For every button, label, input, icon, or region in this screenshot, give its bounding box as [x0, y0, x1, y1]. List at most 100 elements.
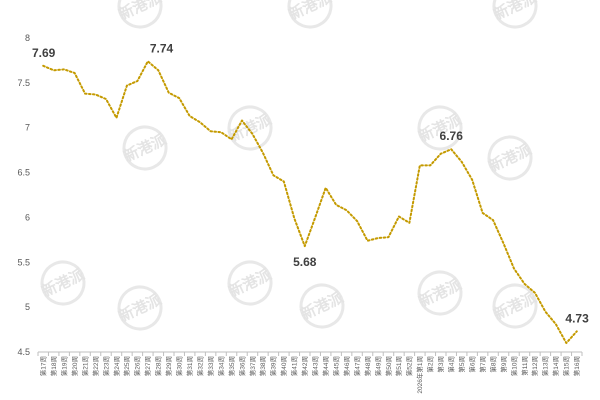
- x-tick-label: 第25周: [122, 356, 131, 376]
- x-tick-label: 第15周: [562, 356, 571, 376]
- watermark-ring: [40, 260, 86, 306]
- x-tick-label: 第21周: [80, 356, 89, 376]
- x-tick-label: 第52周: [405, 356, 414, 376]
- x-tick-label: 第45周: [331, 356, 340, 376]
- x-tick-label: 第46周: [342, 356, 351, 376]
- x-tick-label: 第34周: [216, 356, 225, 376]
- watermark-seal: 新港派: [416, 105, 465, 151]
- x-tick-label: 第40周: [279, 356, 288, 376]
- watermark-seal: 新港派: [491, 283, 540, 329]
- y-tick-label: 7.5: [17, 78, 30, 88]
- x-tick-label: 第20周: [70, 356, 79, 376]
- x-tick-label: 第17周: [39, 356, 48, 376]
- x-tick-label: 第28周: [154, 356, 163, 376]
- data-label: 7.74: [150, 41, 174, 55]
- x-tick-label: 第22周: [91, 356, 100, 376]
- watermark-ring: [299, 283, 345, 329]
- watermark-seal: 新港派: [491, 0, 540, 29]
- x-tick-label: 第42周: [300, 356, 309, 376]
- y-tick-label: 6: [25, 212, 30, 222]
- x-tick-label: 第37周: [248, 356, 257, 376]
- x-tick-label: 第27周: [143, 356, 152, 376]
- watermark-seal: 新港派: [39, 260, 88, 306]
- x-tick-label: 第14周: [551, 356, 560, 376]
- watermark-ring: [492, 0, 538, 29]
- watermark-seal: 新港派: [286, 0, 335, 29]
- data-label: 7.69: [32, 46, 56, 60]
- watermark-seal: 新港派: [226, 105, 275, 151]
- x-tick-label: 第2周: [426, 356, 435, 373]
- x-tick-label: 2026年第1周: [415, 356, 424, 394]
- x-tick-label: 第49周: [373, 356, 382, 376]
- watermark-ring: [417, 105, 463, 151]
- x-tick-label: 第6周: [467, 356, 476, 373]
- x-tick-label: 第32周: [195, 356, 204, 376]
- x-tick-label: 第19周: [59, 356, 68, 376]
- x-tick-label: 第43周: [311, 356, 320, 376]
- y-tick-label: 4.5: [17, 347, 30, 357]
- watermark-text: 新港派: [286, 0, 335, 24]
- x-tick-label: 第44周: [321, 356, 330, 376]
- x-tick-label: 第38周: [258, 356, 267, 376]
- watermark-seal: 新港派: [416, 270, 465, 316]
- watermark-ring: [117, 0, 163, 29]
- y-tick-label: 5.5: [17, 257, 30, 267]
- x-tick-labels: 第17周 第18周 第19周 第20周 第21周 第22周 第23周 第24周 第25周 第26周…: [39, 356, 582, 394]
- y-tick-label: 7: [25, 123, 30, 133]
- data-label: 5.68: [293, 255, 317, 269]
- watermark-seal: 新港派: [116, 0, 165, 29]
- y-tick-label: 6.5: [17, 168, 30, 178]
- watermark-seal: 新港派: [486, 135, 535, 181]
- x-tick-label: 第11周: [520, 356, 529, 376]
- watermark-seal: 新港派: [121, 125, 170, 171]
- x-tick-label: 第41周: [290, 356, 299, 376]
- watermark-ring: [287, 0, 333, 29]
- x-tick-label: 第10周: [509, 356, 518, 376]
- x-tick-label: 第30周: [175, 356, 184, 376]
- data-label: 6.76: [440, 129, 464, 143]
- watermark-ring: [117, 285, 163, 331]
- x-tick-label: 第23周: [101, 356, 110, 376]
- x-tick-label: 第3周: [436, 356, 445, 373]
- watermark-text: 新港派: [116, 0, 165, 24]
- watermark-ring: [417, 270, 463, 316]
- x-tick-label: 第7周: [478, 356, 487, 373]
- x-tick-label: 第13周: [541, 356, 550, 376]
- watermark-ring: [227, 260, 273, 306]
- series-line: [42, 60, 578, 345]
- data-callouts: 7.69 7.74 5.68 6.76 4.73: [32, 41, 589, 325]
- x-tick-label: 第24周: [112, 356, 121, 376]
- x-tick-label: 第47周: [352, 356, 361, 376]
- watermark-seal: 新港派: [298, 283, 347, 329]
- y-tick-label: 8: [25, 33, 30, 43]
- x-tick-label: 第48周: [363, 356, 372, 376]
- x-tick-label: 第39周: [269, 356, 278, 376]
- y-tick-label: 5: [25, 302, 30, 312]
- x-tick-label: 第18周: [49, 356, 58, 376]
- x-tick-label: 第35周: [227, 356, 236, 376]
- series-layer: [42, 60, 578, 345]
- y-tick-labels: 4.5 5 5.5 6 6.5 7 7.5 8: [17, 33, 30, 357]
- x-tick-label: 第12周: [530, 356, 539, 376]
- x-tick-label: 第29周: [164, 356, 173, 376]
- watermark-ring: [122, 125, 168, 171]
- x-tick-label: 第16周: [572, 356, 581, 376]
- watermark-seal: 新港派: [116, 285, 165, 331]
- x-tick-label: 第36周: [237, 356, 246, 376]
- x-tick-label: 第31周: [185, 356, 194, 376]
- watermark-ring: [487, 135, 533, 181]
- x-tick-label: 第8周: [488, 356, 497, 373]
- x-tick-label: 第9周: [499, 356, 508, 373]
- x-tick-label: 第51周: [394, 356, 403, 376]
- watermark-text: 新港派: [491, 0, 540, 24]
- watermark-ring: [492, 283, 538, 329]
- x-tick-label: 第5周: [457, 356, 466, 373]
- x-tick-label: 第26周: [133, 356, 142, 376]
- axes: [37, 351, 583, 356]
- x-tick-label: 第50周: [384, 356, 393, 376]
- x-tick-label: 第4周: [447, 356, 456, 373]
- x-tick-label: 第33周: [206, 356, 215, 376]
